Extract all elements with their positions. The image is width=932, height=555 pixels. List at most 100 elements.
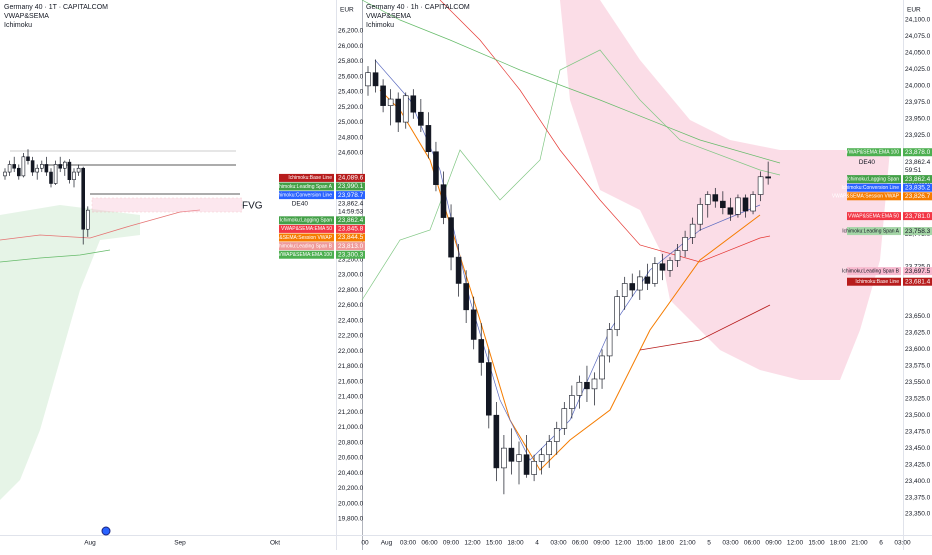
price-tag-bg xyxy=(336,242,365,251)
candle-body xyxy=(463,283,469,311)
currency: EUR xyxy=(340,7,354,14)
price-tag-bg xyxy=(336,250,365,259)
tag-name: Ichimoku:Leading Span A xyxy=(275,184,332,190)
x-tick-label: Aug xyxy=(381,540,393,547)
y-tick-label: 22,400.0 xyxy=(338,317,364,324)
tag-name-bg xyxy=(279,182,334,191)
candle-body xyxy=(86,209,90,230)
x-tick-label: 06:00 xyxy=(572,540,589,547)
tag-name: Ichimoku:Conversion Line xyxy=(274,192,332,198)
candle-body xyxy=(689,223,696,238)
candle-body xyxy=(757,176,764,195)
tag-name-bg xyxy=(279,173,334,182)
candle-body xyxy=(58,164,63,169)
price-label: 24,089.6 xyxy=(338,175,364,182)
price-label: 23,862.4 xyxy=(905,176,931,183)
price-label: 23,758.3 xyxy=(905,228,931,235)
ema-line xyxy=(0,209,201,241)
x-tick-label: 03:00 xyxy=(400,540,417,547)
y-tick-label: 25,000.0 xyxy=(338,119,364,126)
candle-body xyxy=(629,283,636,291)
x-tick-label: 09:00 xyxy=(443,540,460,547)
candle-body xyxy=(561,408,568,429)
candle-body xyxy=(501,447,507,469)
ichimoku-cloud xyxy=(560,0,890,380)
candle-body xyxy=(667,260,673,271)
candle-body xyxy=(387,98,394,106)
y-tick-label: 26,200.0 xyxy=(338,28,364,35)
x-tick-label: 18:00 xyxy=(507,540,524,547)
tag-name: Ichimoku:Base Line xyxy=(288,175,332,181)
y-tick-label: 23,375.0 xyxy=(905,494,931,501)
tag-name: Ichimoku:Lagging Span xyxy=(280,218,332,224)
x-tick-label: 18:00 xyxy=(830,540,847,547)
y-tick-label: 21,600.0 xyxy=(338,378,364,385)
candle-body xyxy=(39,164,44,169)
tag-name: VWAP&SEMA:EMA 100 xyxy=(845,150,899,156)
price-tag-bg xyxy=(903,227,932,236)
y-tick-label: 23,625.0 xyxy=(905,330,931,337)
candle-body xyxy=(7,164,12,173)
price-tag-bg xyxy=(903,148,932,157)
fvg-label: FVG xyxy=(242,201,263,212)
y-tick-label: 25,800.0 xyxy=(338,58,364,65)
candle-body xyxy=(727,207,734,215)
candle-body xyxy=(410,95,417,113)
x-tick-label: 12:00 xyxy=(787,540,804,547)
y-tick-label: 23,550.0 xyxy=(905,379,931,386)
candle-body xyxy=(621,283,628,297)
y-tick-label: 21,200.0 xyxy=(338,409,364,416)
y-tick-label: 23,200.0 xyxy=(338,256,364,263)
candle-body xyxy=(76,167,81,173)
candle-body xyxy=(478,339,485,363)
y-tick-label: 23,650.0 xyxy=(905,313,931,320)
candle-body xyxy=(53,164,58,184)
y-tick-label: 23,525.0 xyxy=(905,395,931,402)
candle-body xyxy=(395,98,402,123)
y-tick-label: 20,600.0 xyxy=(338,455,364,462)
tag-name: Ichimoku:Base Line xyxy=(855,279,899,285)
tag-name-bg xyxy=(847,192,901,201)
candle-body xyxy=(35,167,40,173)
price-label: 23,878.0 xyxy=(905,149,931,156)
tag-name: VWAP&SEMA:Session VWAP xyxy=(832,194,900,200)
price-tag-bg xyxy=(903,175,932,184)
x-tick-label: 21:00 xyxy=(679,540,696,547)
price-tag-bg xyxy=(903,212,932,221)
price-label: 23,835.2 xyxy=(905,184,931,191)
price-tag-bg xyxy=(336,191,365,200)
x-tick-label: Sep xyxy=(174,540,186,547)
x-tick-label: 06:00 xyxy=(744,540,761,547)
leading-span-a xyxy=(361,49,781,301)
candle-body xyxy=(750,194,756,212)
tag-name-bg xyxy=(847,227,901,236)
y-tick-label: 23,400.0 xyxy=(905,478,931,485)
y-tick-label: 20,200.0 xyxy=(338,485,364,492)
y-tick-label: 19,800.0 xyxy=(338,516,364,523)
candle-body xyxy=(546,441,553,456)
y-tick-label: 24,800.0 xyxy=(338,134,364,141)
y-tick-label: 22,000.0 xyxy=(338,348,364,355)
base-line xyxy=(639,304,771,351)
candle-body xyxy=(606,329,613,357)
candle-body xyxy=(636,276,643,291)
y-tick-label: 25,200.0 xyxy=(338,104,364,111)
ema-line xyxy=(0,249,111,263)
candle-body xyxy=(584,381,590,390)
candle-body xyxy=(440,184,447,218)
candle-body xyxy=(659,263,666,271)
x-tick-label: 03:00 xyxy=(550,540,567,547)
price-tag-bg xyxy=(336,224,365,233)
y-tick-label: 23,425.0 xyxy=(905,461,931,468)
x-tick-label: 12:00 xyxy=(464,540,481,547)
price-tag-bg xyxy=(903,183,932,192)
x-tick-label: 06:00 xyxy=(421,540,438,547)
event-marker[interactable] xyxy=(101,526,111,536)
price-label: 23,862.4 xyxy=(338,217,364,224)
price-label: 23,681.4 xyxy=(905,278,931,285)
tag-name-bg xyxy=(279,191,334,200)
candle-body xyxy=(682,237,688,251)
x-tick-label: 4 xyxy=(535,540,539,547)
price-tag-bg xyxy=(903,267,932,276)
